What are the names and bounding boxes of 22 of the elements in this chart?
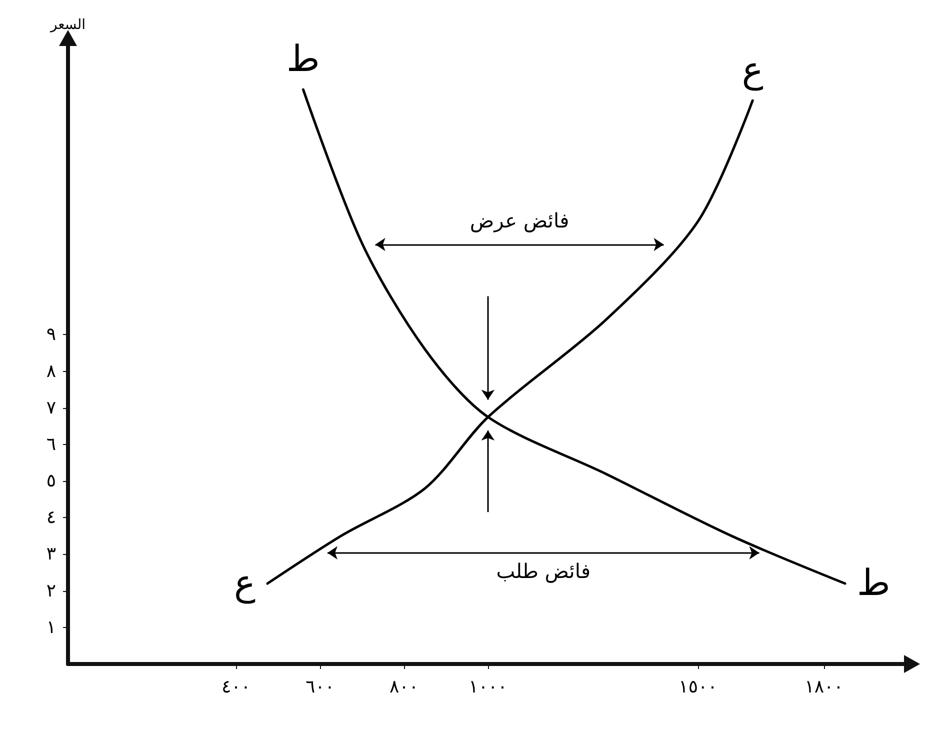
annotation: فائض طلب	[496, 558, 591, 583]
text: ط	[286, 39, 320, 80]
y-tick-label: ٢	[46, 580, 56, 602]
x-tick-label: ١٠٠٠	[468, 676, 508, 698]
y-tick-label: ٤	[46, 507, 56, 528]
y-axis-title: السعر	[49, 17, 86, 33]
annotation: فائض عرض	[470, 208, 570, 232]
y-tick-label: ٥	[46, 470, 56, 492]
y-tick-label: ١	[46, 616, 56, 638]
series-label: ع	[234, 563, 256, 604]
series-label: ط	[857, 563, 890, 604]
y-tick-label: ٧	[46, 397, 56, 418]
x-tick-label: ٤٠٠	[221, 676, 251, 698]
y-tick-label: ٩	[46, 324, 56, 346]
x-tick-label: ١٨٠٠	[804, 676, 844, 698]
y-tick-label: ٣	[46, 544, 56, 565]
y-tick-label: ٦	[46, 434, 56, 455]
text: ع	[742, 50, 764, 92]
x-tick-label: ٨٠٠	[389, 676, 419, 698]
x-tick-label: ١٥٠٠	[678, 676, 718, 698]
y-tick-label: ٨	[46, 360, 56, 382]
x-tick-label: ٦٠٠	[305, 676, 335, 698]
